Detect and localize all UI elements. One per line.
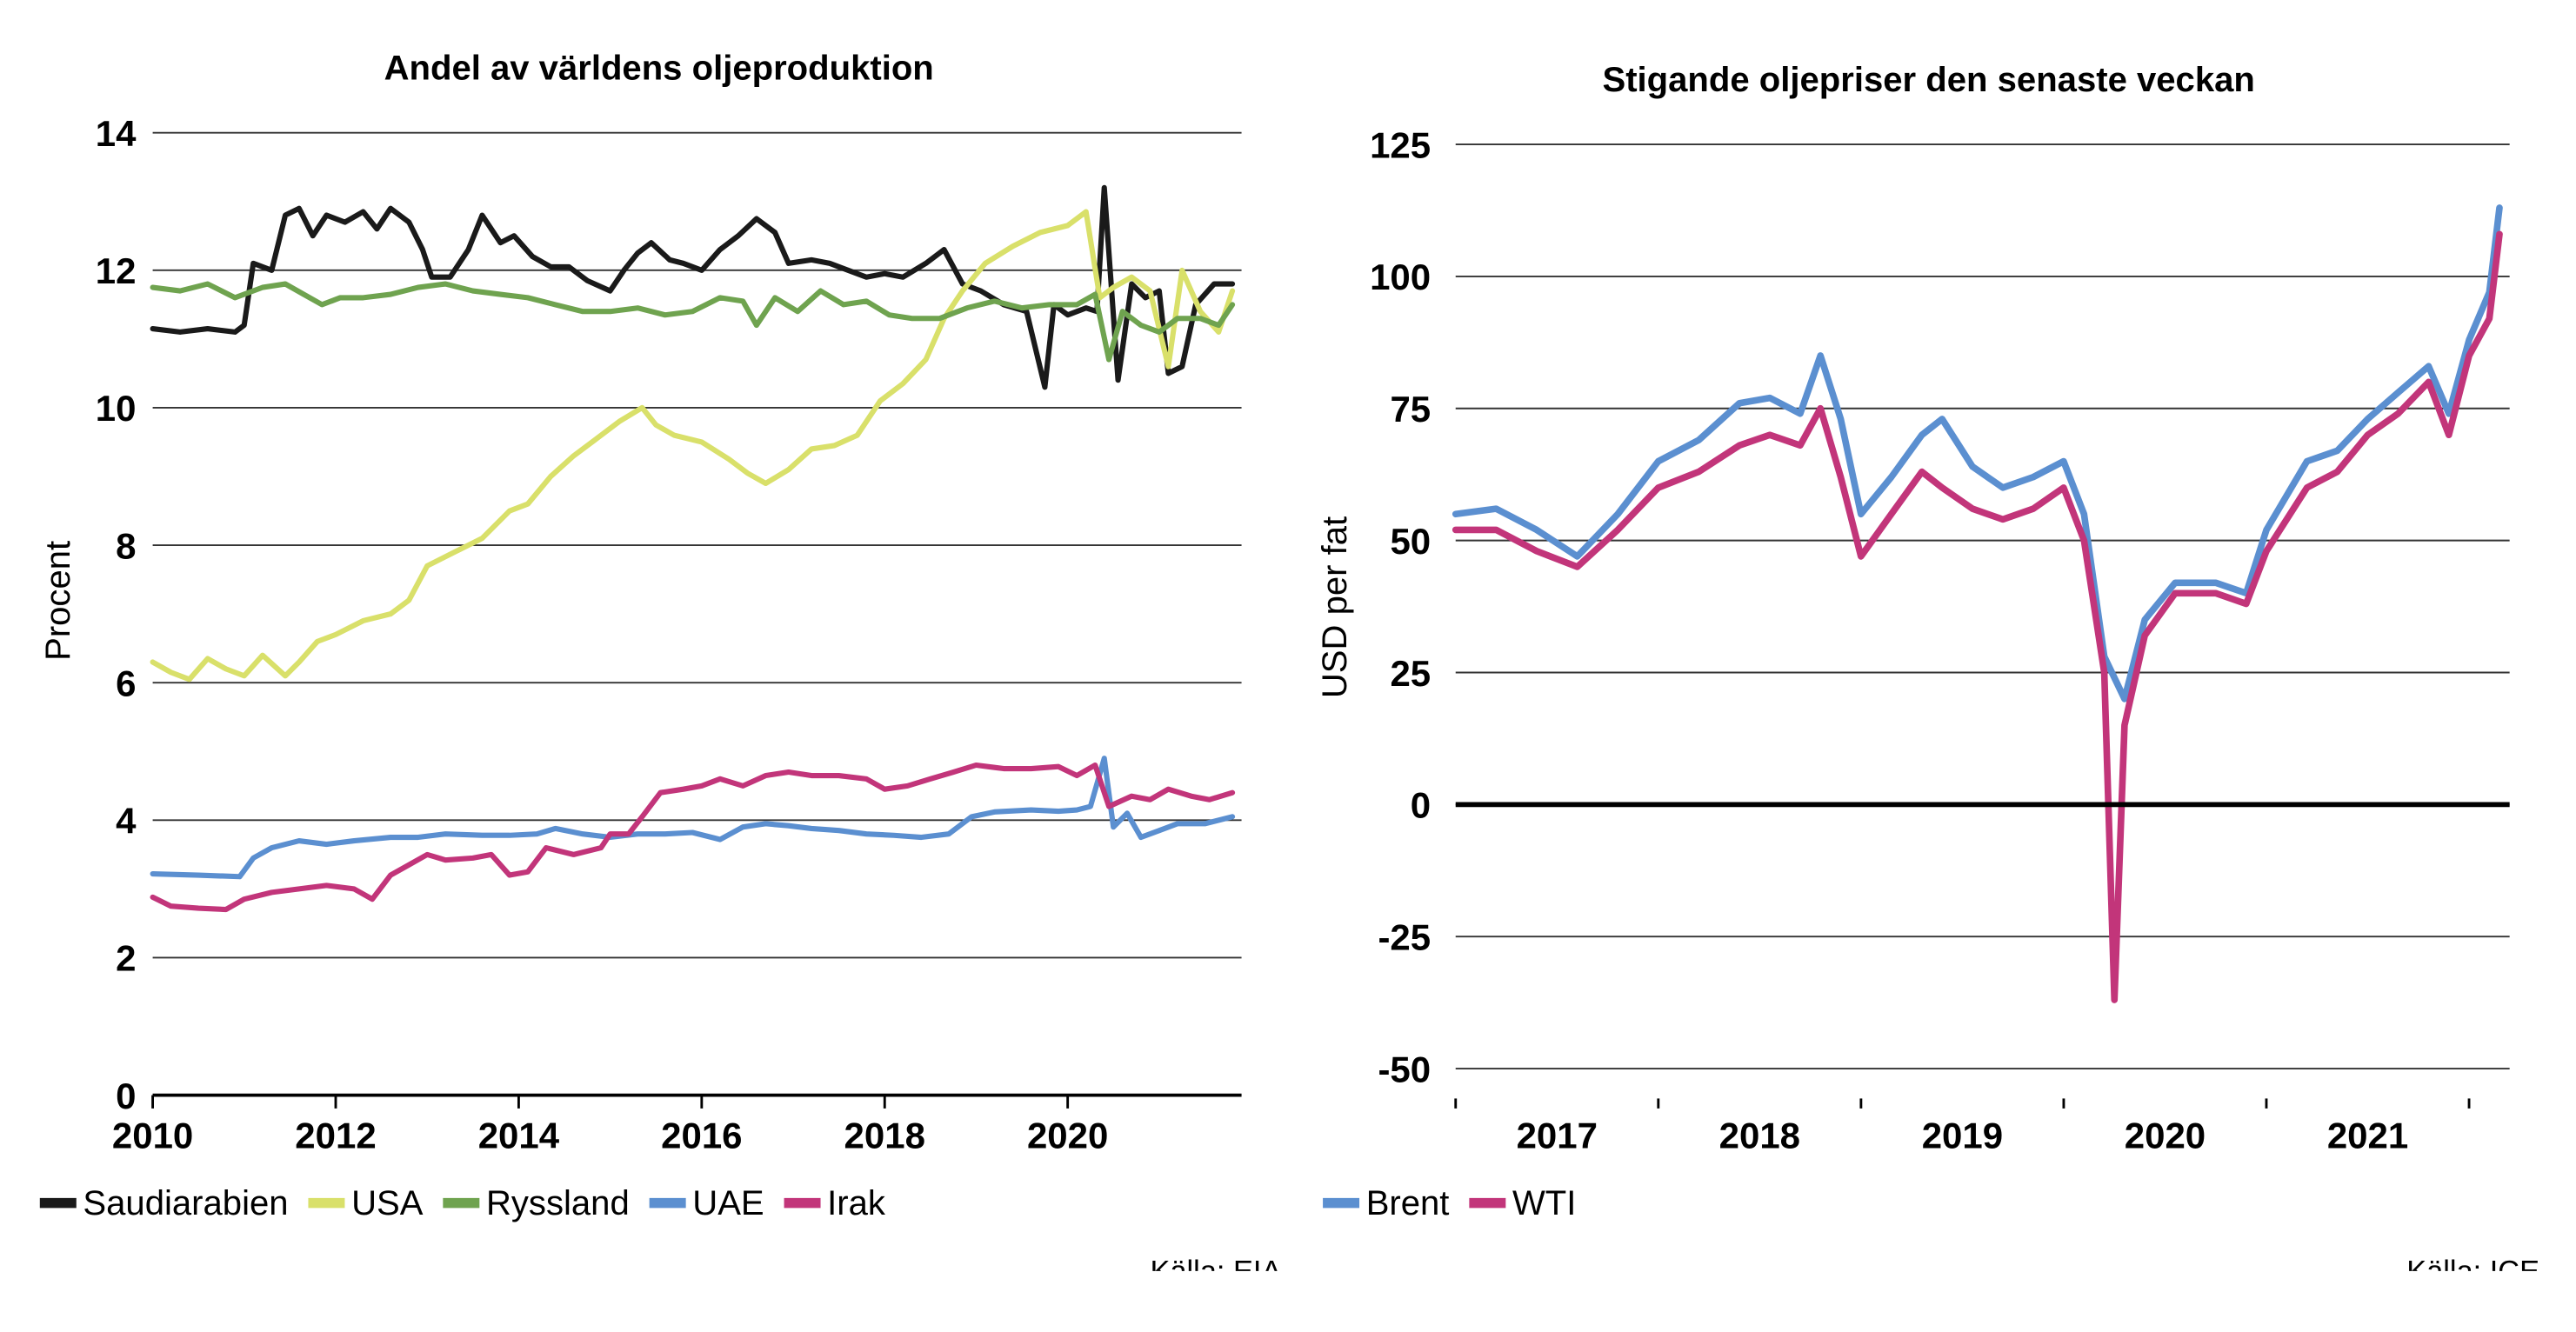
rising-oil-prices-chart: Stigande oljepriser den senaste veckan U… (1316, 61, 2539, 1271)
right-source-note: Källa: ICE (2406, 1255, 2539, 1271)
y-tick-label-2: 2 (116, 938, 136, 979)
legend-label-usa: USA (351, 1184, 424, 1222)
x-tick-label-2018: 2018 (1719, 1116, 1800, 1156)
series-line-irak (150, 762, 1236, 913)
y-tick-label-50: 50 (1390, 521, 1431, 562)
right-y-axis-label: USD per fat (1316, 516, 1354, 698)
y-tick-label-25: 25 (1390, 653, 1431, 694)
left-x-tick-labels: 2010 2012 2014 2016 2018 2020 (112, 1095, 1108, 1156)
legend-item-uae: UAE (649, 1184, 764, 1222)
series-line-usa (150, 209, 1236, 683)
y-tick-label-0: 0 (116, 1076, 136, 1116)
left-legend: Saudiarabien USA Ryssland UAE Irak (39, 1184, 886, 1222)
series-line-brent (1452, 204, 2503, 703)
y-tick-label-100: 100 (1370, 256, 1431, 297)
y-tick-label-0: 0 (1411, 785, 1431, 826)
right-gridlines (1455, 143, 2510, 1070)
legend-item-brent: Brent (1323, 1184, 1449, 1222)
share-of-world-oil-production-chart: Andel av världens oljeproduktion Procent… (39, 50, 1281, 1271)
right-chart-title: Stigande oljepriser den senaste veckan (1602, 61, 2254, 99)
y-tick-label-125: 125 (1370, 124, 1431, 165)
legend-label-ryssland: Ryssland (486, 1184, 630, 1222)
x-tick-label-2014: 2014 (478, 1116, 560, 1156)
right-series-lines (1452, 204, 2510, 1003)
y-tick-label-50: -50 (1378, 1049, 1431, 1089)
series-line-uae (150, 756, 1236, 880)
legend-label-irak: Irak (827, 1184, 886, 1222)
right-legend: Brent WTI (1323, 1184, 1576, 1222)
x-tick-label-2018: 2018 (844, 1116, 925, 1156)
series-line-wti (1452, 230, 2503, 1003)
left-y-axis-label: Procent (39, 541, 77, 661)
y-tick-label-10: 10 (96, 388, 137, 429)
x-tick-label-2012: 2012 (295, 1116, 376, 1156)
legend-item-usa: USA (308, 1184, 424, 1222)
legend-item-wti: WTI (1469, 1184, 1576, 1222)
legend-label-saudiarabien: Saudiarabien (83, 1184, 288, 1222)
legend-label-brent: Brent (1366, 1184, 1450, 1222)
x-tick-label-2020: 2020 (2125, 1116, 2206, 1156)
series-line-ryssland (150, 281, 1236, 363)
y-tick-label-6: 6 (116, 663, 136, 703)
left-chart-title: Andel av världens oljeproduktion (384, 50, 934, 88)
legend-label-uae: UAE (692, 1184, 764, 1222)
x-tick-label-2010: 2010 (112, 1116, 193, 1156)
y-tick-label-4: 4 (116, 801, 137, 842)
legend-item-irak: Irak (784, 1184, 886, 1222)
y-tick-label-8: 8 (116, 525, 136, 566)
y-tick-label-25: -25 (1378, 916, 1431, 957)
y-tick-label-14: 14 (96, 113, 137, 154)
legend-item-ryssland: Ryssland (443, 1184, 630, 1222)
right-x-tick-labels: 2017 2018 2019 2020 2021 (1454, 1098, 2471, 1156)
y-tick-label-75: 75 (1390, 389, 1431, 430)
x-tick-label-2020: 2020 (1027, 1116, 1108, 1156)
left-gridlines (152, 131, 1242, 1097)
right-y-tick-labels: -50 -25 0 25 50 75 100 125 (1370, 124, 1431, 1089)
legend-item-saudiarabien: Saudiarabien (39, 1184, 289, 1222)
x-tick-label-2021: 2021 (2327, 1116, 2408, 1156)
series-line-saudiarabien (150, 184, 1236, 390)
y-tick-label-12: 12 (96, 250, 137, 291)
x-tick-label-2016: 2016 (661, 1116, 742, 1156)
left-y-tick-labels: 0 2 4 6 8 10 12 14 (96, 113, 137, 1116)
x-tick-label-2019: 2019 (1922, 1116, 2003, 1156)
left-source-note: Källa: EIA (1151, 1255, 1282, 1271)
chart-canvas: Andel av världens oljeproduktion Procent… (39, 50, 2539, 1271)
left-series-lines (150, 184, 1236, 913)
legend-label-wti: WTI (1512, 1184, 1576, 1222)
x-tick-label-2017: 2017 (1517, 1116, 1598, 1156)
chart-figure: Andel av världens oljeproduktion Procent… (39, 50, 2539, 1271)
